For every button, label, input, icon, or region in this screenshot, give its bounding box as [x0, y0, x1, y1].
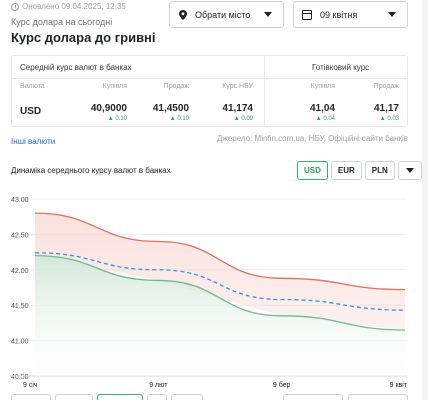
cash-buy-delta: ▲ 0.04 — [315, 116, 335, 122]
x-tick-label: 9 квіт — [390, 381, 408, 389]
col-header-cash-sell: Продаж — [373, 83, 399, 90]
city-select[interactable]: Обрати місто — [169, 1, 284, 28]
range-button[interactable] — [171, 394, 203, 400]
range-button[interactable] — [11, 394, 51, 400]
y-tick-label: 40.50 — [11, 374, 29, 381]
buy-area — [35, 255, 405, 376]
sell-series-line — [34, 212, 406, 291]
table-divider — [264, 56, 265, 126]
range-button[interactable] — [97, 394, 143, 400]
date-select-label: 09 квітня — [320, 9, 358, 20]
cash-group-header: Готівковий курс — [312, 62, 370, 72]
nbu-value: 41,174 — [222, 103, 253, 114]
buy-series-line — [34, 254, 406, 331]
rate-dynamics-chart: 43.00 42.50 42.00 41.50 41.00 40.509 січ 9 лют… — [10, 197, 408, 389]
nbu-delta: ▲ 0.09 — [233, 116, 253, 122]
col-header-currency: Валюта — [20, 83, 45, 90]
updated-text: Оновлено 09.04.2025, 12:35 — [22, 2, 126, 11]
other-currencies-link[interactable]: Інші валюти — [11, 137, 56, 146]
cash-sell-delta: ▲ 0.03 — [379, 116, 399, 122]
clock-icon — [11, 2, 19, 11]
date-select[interactable]: 09 квітня — [293, 1, 408, 28]
y-tick-label: 41.00 — [11, 339, 29, 346]
more-currencies-button[interactable] — [397, 161, 422, 180]
rates-table: Середній курс валют в банках Готівковий … — [11, 55, 408, 127]
tab-pln[interactable]: PLN — [364, 161, 395, 180]
tab-usd[interactable]: USD — [297, 161, 328, 180]
scrollbar[interactable] — [422, 0, 428, 400]
col-header-buy: Купівля — [102, 83, 127, 90]
location-pin-icon — [179, 9, 187, 20]
y-tick-label: 42.00 — [11, 268, 29, 275]
range-button[interactable] — [55, 394, 93, 400]
y-tick-label: 42.50 — [11, 232, 29, 239]
currency-code: USD — [20, 106, 42, 117]
table-divider — [12, 78, 407, 79]
updated-timestamp: Оновлено 09.04.2025, 12:35 — [11, 2, 126, 11]
calendar-icon — [302, 9, 312, 20]
chart-option-button[interactable] — [283, 394, 343, 400]
col-header-sell: Продаж — [163, 83, 189, 90]
chevron-down-icon — [388, 12, 396, 17]
chevron-down-icon — [405, 168, 414, 173]
buy-delta: ▲ 0.10 — [107, 116, 127, 122]
chevron-down-icon — [264, 12, 272, 17]
cash-sell-value: 41,17 — [373, 103, 399, 114]
nbu-series-line — [34, 252, 406, 311]
page-title: Курс долара до гривні — [11, 30, 156, 45]
cash-buy-value: 41,04 — [309, 103, 335, 114]
tab-eur[interactable]: EUR — [330, 161, 362, 180]
range-button[interactable] — [147, 394, 167, 400]
col-header-cash-buy: Купівля — [310, 83, 335, 90]
sell-value: 41,4500 — [152, 103, 189, 114]
y-tick-label: 43.00 — [11, 197, 29, 204]
col-header-nbu: Курс НБУ — [222, 83, 253, 90]
city-select-label: Обрати місто — [195, 9, 251, 20]
chart-option-button[interactable] — [348, 394, 408, 400]
currency-tabs: USD EUR PLN — [297, 161, 422, 180]
y-tick-label: 41.50 — [11, 303, 29, 310]
x-tick-label: 9 січ — [23, 381, 38, 389]
chart-title: Динаміка середнього курсу валют в банках — [11, 166, 171, 175]
buy-value: 40,9000 — [90, 103, 127, 114]
x-tick-label: 9 бер — [273, 381, 291, 389]
banks-group-header: Середній курс валют в банках — [20, 62, 132, 72]
sell-delta: ▲ 0.10 — [169, 116, 189, 122]
x-tick-label: 9 лют — [149, 382, 168, 389]
source-note: Джерело: Minfin.com.ua, НБУ, Офіційні са… — [217, 134, 408, 143]
page-subtitle: Курс долара на сьогодні — [11, 17, 113, 27]
